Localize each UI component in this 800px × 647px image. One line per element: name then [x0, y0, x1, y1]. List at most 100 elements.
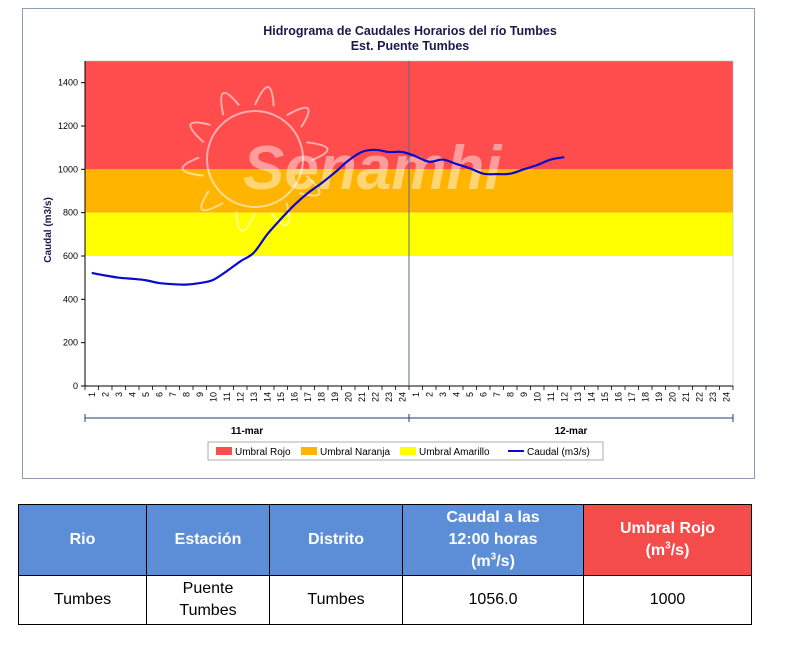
- x-tick-label: 19: [330, 392, 340, 402]
- day-label: 12-mar: [555, 426, 588, 437]
- day-labels: 11-mar 12-mar: [84, 414, 734, 437]
- sun-ray: [286, 106, 310, 128]
- x-tick-label: 9: [195, 392, 205, 397]
- series-group: [91, 148, 565, 286]
- senamhi-watermark: Senamhi: [181, 86, 503, 232]
- x-tick-label: 7: [168, 392, 178, 397]
- cell-distrito-value: Tumbes: [307, 591, 365, 608]
- x-tick-label: 8: [181, 392, 191, 397]
- y-tick-label: 800: [63, 208, 78, 218]
- y-axis: 0 200 400 600 800 1000 1200 1400: [58, 61, 86, 391]
- y-tick-label: 400: [63, 294, 78, 304]
- summary-table: Rio Estación Distrito Caudal a las 12:00…: [18, 504, 752, 625]
- x-tick-label: 18: [316, 392, 326, 402]
- x-tick-label: 4: [451, 392, 461, 397]
- header-umbral-unit-a: (m: [645, 542, 666, 559]
- header-caudal-unit-a: (m: [471, 553, 491, 570]
- table-row: Tumbes Puente Tumbes Tumbes 1056.0 1000: [18, 575, 752, 625]
- x-tick-label: 24: [721, 392, 731, 402]
- sun-ray: [306, 141, 329, 162]
- x-axis: 1 2 3 4 5 6 7 8 9 10 11 12 13 14 15 16 17 18 19 20 21 22 23 24 1…: [84, 61, 734, 402]
- header-umbral-unit-b: /s): [670, 542, 690, 559]
- legend-entry-umbral-naranja-swatch: [301, 447, 317, 455]
- day-label: 11-mar: [231, 426, 263, 437]
- x-tick-label: 9: [519, 392, 529, 397]
- header-rio-label: Rio: [69, 531, 96, 548]
- y-tick-label: 1000: [58, 164, 78, 174]
- cell-estacion-line1: Puente: [182, 580, 234, 597]
- x-tick-label: 3: [114, 392, 124, 397]
- x-tick-label: 15: [276, 392, 286, 402]
- x-tick-label: 23: [384, 392, 394, 402]
- x-tick-label: 10: [208, 392, 218, 402]
- x-tick-label: 17: [303, 392, 313, 402]
- sun-ray: [270, 202, 290, 226]
- header-estacion: Estación: [146, 504, 270, 576]
- header-umbral-unit-sup: 3: [665, 540, 671, 552]
- x-tick-label: 18: [640, 392, 650, 402]
- cell-rio-value: Tumbes: [53, 591, 112, 608]
- cell-estacion: Puente Tumbes: [146, 575, 270, 625]
- x-tick-label: 20: [343, 392, 353, 402]
- y-axis-label: Caudal (m3/s): [43, 197, 54, 263]
- watermark-text: Senamhi: [243, 134, 503, 203]
- x-tick-label: 14: [262, 392, 272, 402]
- x-tick-label: 22: [694, 392, 704, 402]
- cell-umbral: 1000: [583, 575, 752, 625]
- x-tick-label: 11: [222, 392, 232, 401]
- series-line-caudal: [91, 148, 565, 286]
- x-tick-label: 12: [235, 392, 245, 402]
- sun-ray: [181, 156, 204, 177]
- legend-entry-umbral-rojo-label: Umbral Rojo: [235, 447, 291, 458]
- sun-ray: [235, 211, 256, 232]
- x-tick-label: 5: [465, 392, 475, 397]
- x-tick-label: 16: [289, 392, 299, 402]
- x-tick-label: 2: [100, 392, 110, 397]
- y-tick-label: 1400: [58, 78, 78, 88]
- legend-entry-umbral-naranja-label: Umbral Naranja: [320, 447, 390, 458]
- legend-entry-caudal-m3-s-label: Caudal (m3/s): [527, 447, 590, 458]
- x-tick-label: 23: [708, 392, 718, 402]
- table-header-row: Rio Estación Distrito Caudal a las 12:00…: [18, 504, 752, 576]
- sun-ray: [254, 86, 275, 107]
- legend-entry-umbral-amarillo-label: Umbral Amarillo: [419, 447, 490, 458]
- x-tick-label: 13: [249, 392, 259, 402]
- cell-distrito: Tumbes: [269, 575, 403, 625]
- x-tick-label: 5: [141, 392, 151, 397]
- legend-entry-umbral-rojo-swatch: [216, 447, 232, 455]
- x-tick-label: 2: [424, 392, 434, 397]
- x-tick-label: 24: [397, 392, 407, 402]
- sun-ray: [189, 121, 211, 144]
- x-tick-label: 20: [667, 392, 677, 402]
- header-estacion-label: Estación: [174, 531, 242, 548]
- x-tick-label: 22: [370, 392, 380, 402]
- x-tick-label: 7: [492, 392, 502, 397]
- header-caudal-line1: Caudal a las: [446, 509, 540, 526]
- x-tick-label: 21: [681, 392, 691, 402]
- x-tick-label: 14: [586, 392, 596, 402]
- sun-logo-icon: [181, 86, 329, 232]
- chart-subtitle: Est. Puente Tumbes: [351, 39, 470, 53]
- x-tick-label: 10: [532, 392, 542, 402]
- header-distrito: Distrito: [269, 504, 403, 576]
- header-umbral-rojo: Umbral Rojo (m3/s): [583, 504, 752, 576]
- x-tick-label: 1: [411, 392, 421, 397]
- y-tick-label: 600: [63, 251, 78, 261]
- x-tick-label: 3: [438, 392, 448, 397]
- x-tick-label: 13: [573, 392, 583, 402]
- x-tick-label: 16: [613, 392, 623, 402]
- cell-estacion-line2: Tumbes: [179, 602, 237, 619]
- x-tick-label: 17: [627, 392, 637, 402]
- x-tick-label: 12: [559, 392, 569, 402]
- x-tick-label: 4: [127, 392, 137, 397]
- x-tick-label: 6: [478, 392, 488, 397]
- header-umbral-line1: Umbral Rojo: [619, 520, 716, 537]
- x-tick-label: 6: [154, 392, 164, 397]
- x-tick-label: 1: [87, 392, 97, 397]
- x-tick-label: 21: [357, 392, 367, 402]
- y-tick-label: 1200: [58, 121, 78, 131]
- x-tick-label: 15: [600, 392, 610, 402]
- x-tick-label: 8: [505, 392, 515, 397]
- header-caudal-unit-b: /s): [496, 553, 515, 570]
- header-distrito-label: Distrito: [308, 531, 364, 548]
